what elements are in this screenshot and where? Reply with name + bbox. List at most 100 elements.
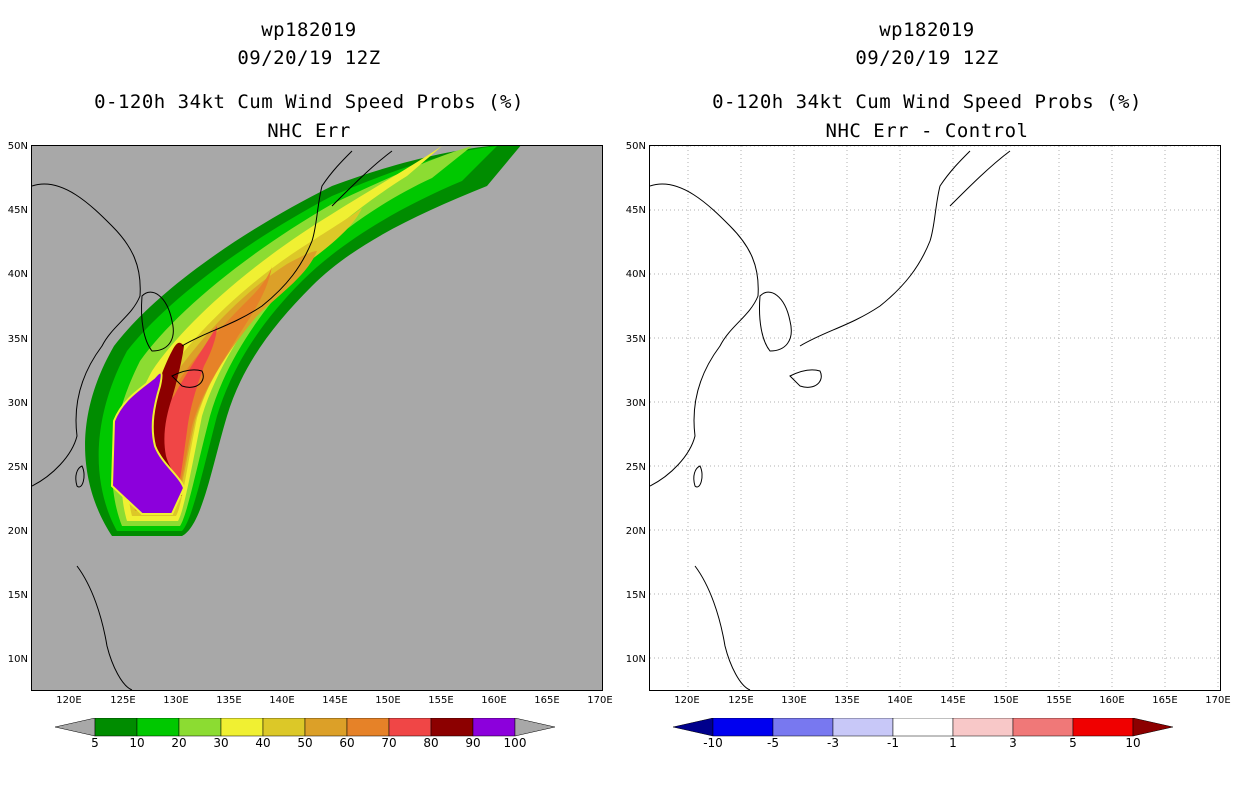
left-subtitle: NHC Err	[267, 120, 351, 142]
right-map-canvas	[650, 146, 1220, 690]
colorbar-tick-label: -5	[767, 736, 779, 750]
colorbar-swatch	[1012, 718, 1074, 737]
lat-label: 30N	[625, 398, 646, 409]
colorbar-swatch	[1072, 718, 1134, 737]
colorbar-swatch	[712, 718, 774, 737]
lat-label: 35N	[7, 334, 28, 345]
lon-label: 165E	[1152, 695, 1178, 706]
colorbar-tick-label: 70	[381, 736, 397, 750]
prob-contour-20	[112, 146, 472, 526]
colorbar-swatch	[304, 718, 348, 737]
left-map-canvas	[32, 146, 521, 690]
lon-label: 155E	[1046, 695, 1072, 706]
lat-label: 50N	[7, 141, 28, 152]
colorbar-swatch	[136, 718, 180, 737]
right-storm-id: wp182019	[879, 19, 975, 41]
colorbar-swatch	[952, 718, 1014, 737]
lon-label: 170E	[1205, 695, 1231, 706]
lat-label: 30N	[7, 398, 28, 409]
right-title: 0-120h 34kt Cum Wind Speed Probs (%)	[712, 91, 1142, 113]
colorbar-over-triangle	[1132, 718, 1173, 737]
right-coastlines	[650, 150, 1011, 690]
lon-label: 150E	[375, 695, 401, 706]
lon-label: 125E	[110, 695, 136, 706]
lat-label: 25N	[625, 462, 646, 473]
colorbar-tick-label: 60	[339, 736, 355, 750]
lat-label: 25N	[7, 462, 28, 473]
lon-label: 165E	[534, 695, 560, 706]
lon-label: 120E	[56, 695, 82, 706]
colorbar-tick-label: 10	[1125, 736, 1141, 750]
left-coastlines	[32, 150, 393, 690]
colorbar-swatch	[220, 718, 264, 737]
right-map	[649, 145, 1221, 691]
colorbar-under-triangle	[55, 718, 96, 737]
lon-label: 145E	[322, 695, 348, 706]
lat-label: 45N	[7, 205, 28, 216]
lat-label: 40N	[7, 269, 28, 280]
colorbar-tick-label: 40	[255, 736, 271, 750]
right-colorbar	[673, 718, 1173, 737]
lon-label: 150E	[993, 695, 1019, 706]
lat-label: 20N	[625, 526, 646, 537]
colorbar-tick-label: 100	[503, 736, 527, 750]
lon-label: 130E	[163, 695, 189, 706]
colorbar-swatch	[94, 718, 138, 737]
lat-label: 35N	[625, 334, 646, 345]
colorbar-tick-label: 80	[423, 736, 439, 750]
prob-contour-90	[110, 371, 186, 515]
colorbar-tick-label: 20	[171, 736, 187, 750]
lon-label: 120E	[674, 695, 700, 706]
right-subtitle: NHC Err - Control	[825, 120, 1029, 142]
colorbar-tick-label: 50	[297, 736, 313, 750]
colorbar-over-triangle	[514, 718, 555, 737]
colorbar-tick-label: -10	[703, 736, 723, 750]
colorbar-tick-label: 3	[1009, 736, 1017, 750]
lon-label: 160E	[481, 695, 507, 706]
left-title: 0-120h 34kt Cum Wind Speed Probs (%)	[94, 91, 524, 113]
colorbar-under-triangle	[673, 718, 714, 737]
lon-label: 155E	[428, 695, 454, 706]
lon-label: 130E	[781, 695, 807, 706]
left-datetime: 09/20/19 12Z	[237, 47, 381, 69]
lat-label: 20N	[7, 526, 28, 537]
lon-label: 140E	[887, 695, 913, 706]
colorbar-swatch	[772, 718, 834, 737]
lon-label: 140E	[269, 695, 295, 706]
colorbar-swatch	[262, 718, 306, 737]
colorbar-tick-label: -1	[887, 736, 899, 750]
colorbar-swatch	[178, 718, 222, 737]
lon-label: 135E	[216, 695, 242, 706]
colorbar-tick-label: 90	[465, 736, 481, 750]
colorbar-swatch	[388, 718, 432, 737]
left-panel: wp182019 09/20/19 12Z 0-120h 34kt Cum Wi…	[7, 19, 613, 750]
lat-label: 15N	[7, 590, 28, 601]
colorbar-tick-label: 10	[129, 736, 145, 750]
lon-label: 145E	[940, 695, 966, 706]
colorbar-swatch	[832, 718, 894, 737]
lat-label: 40N	[625, 269, 646, 280]
colorbar-tick-label: 30	[213, 736, 229, 750]
colorbar-swatch	[472, 718, 516, 737]
left-storm-id: wp182019	[261, 19, 357, 41]
lat-label: 15N	[625, 590, 646, 601]
right-panel: wp182019 09/20/19 12Z 0-120h 34kt Cum Wi…	[618, 0, 1236, 800]
right-datetime: 09/20/19 12Z	[855, 47, 999, 69]
colorbar-tick-label: 5	[1069, 736, 1077, 750]
colorbar-tick-label: -3	[827, 736, 839, 750]
colorbar-tick-label: 1	[949, 736, 957, 750]
colorbar-tick-label: 5	[91, 736, 99, 750]
lon-label: 135E	[834, 695, 860, 706]
lon-label: 125E	[728, 695, 754, 706]
lat-label: 10N	[7, 654, 28, 665]
colorbar-swatch	[346, 718, 390, 737]
left-map	[31, 145, 603, 691]
lat-label: 50N	[625, 141, 646, 152]
colorbar-swatch	[892, 718, 954, 737]
lat-label: 10N	[625, 654, 646, 665]
lon-label: 160E	[1099, 695, 1125, 706]
graticule	[650, 146, 1220, 690]
lat-label: 45N	[625, 205, 646, 216]
lon-label: 170E	[587, 695, 613, 706]
colorbar-swatch	[430, 718, 474, 737]
